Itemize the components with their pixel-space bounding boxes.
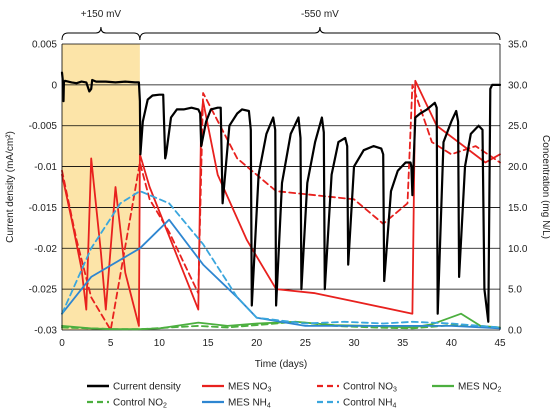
y-right-tick-label: 0.0 [508, 326, 522, 337]
x-tick-label: 5 [108, 338, 114, 349]
x-axis-label: Time (days) [255, 359, 307, 370]
annotation-brace [139, 26, 501, 41]
series-line-current-density [60, 71, 502, 323]
y-axis-label-left: Current density (mA/cm²) [5, 131, 16, 243]
legend-label-text: Control NO [343, 382, 393, 393]
legend-label-text: Control NO [113, 398, 163, 409]
legend-label: Control NH4 [343, 398, 396, 410]
legend-label-subscript: 3 [267, 387, 271, 394]
legend-label: Control NO2 [113, 398, 167, 410]
annotation-label: +150 mV [81, 9, 122, 20]
series-line-control-nh4 [61, 190, 501, 329]
y-right-tick-label: 15.0 [508, 203, 528, 214]
series-line-control-no3 [61, 84, 501, 331]
legend-label-text: Control NH [343, 398, 392, 409]
legend-label-subscript: 4 [267, 403, 271, 410]
legend-label-text: MES NH [228, 398, 267, 409]
x-tick-label: 30 [348, 338, 360, 349]
legend-label-subscript: 4 [392, 403, 396, 410]
legend: Current density MES NO3 Control NO3 MES NO2… [87, 382, 501, 410]
y-left-tick-label: -0.015 [29, 203, 58, 214]
x-tick-label: 15 [202, 338, 214, 349]
legend-label: MES NH4 [228, 398, 271, 410]
y-left-tick-label: 0 [51, 80, 57, 91]
annotation-label: -550 mV [301, 9, 339, 20]
series-layer [60, 71, 502, 331]
annotation-brace [61, 26, 141, 41]
x-tick-label: 20 [251, 338, 263, 349]
series-line-mes-no3 [61, 79, 501, 327]
x-tick-label: 0 [59, 338, 65, 349]
annotation-layer: +150 mV -550 mV [61, 9, 501, 41]
legend-label-text: Current density [113, 382, 181, 393]
y-left-tick-label: -0.005 [29, 121, 58, 132]
legend-label-text: MES NO [458, 382, 498, 393]
x-tick-label: 25 [300, 338, 312, 349]
series-line-control-no2 [61, 320, 501, 331]
x-tick-label: 45 [494, 338, 506, 349]
y-right-tick-label: 5.0 [508, 285, 522, 296]
legend-label: MES NO3 [228, 382, 271, 394]
y-right-tick-label: 20.0 [508, 162, 528, 173]
y-right-tick-label: 10.0 [508, 244, 528, 255]
legend-label-text: MES NO [228, 382, 268, 393]
x-tick-label: 10 [154, 338, 166, 349]
x-tick-label: 35 [397, 338, 409, 349]
legend-label: Control NO3 [343, 382, 397, 394]
y-left-tick-label: -0.01 [34, 162, 57, 173]
axes-layer: 0.0050-0.005-0.01-0.015-0.02-0.025-0.033… [29, 40, 528, 350]
y-left-tick-label: -0.03 [34, 326, 57, 337]
legend-label: Current density [113, 382, 181, 393]
legend-label-subscript: 3 [393, 387, 397, 394]
legend-label-subscript: 2 [163, 403, 167, 410]
legend-label: MES NO2 [458, 382, 501, 394]
y-axis-label-right: Concentration (mg N/L) [540, 135, 550, 239]
legend-label-subscript: 2 [497, 387, 501, 394]
y-left-tick-label: 0.005 [32, 40, 57, 51]
y-right-tick-label: 30.0 [508, 80, 528, 91]
y-left-tick-label: -0.025 [29, 285, 58, 296]
x-tick-label: 40 [446, 338, 458, 349]
y-left-tick-label: -0.02 [34, 244, 57, 255]
y-right-tick-label: 35.0 [508, 40, 528, 51]
y-right-tick-label: 25.0 [508, 121, 528, 132]
